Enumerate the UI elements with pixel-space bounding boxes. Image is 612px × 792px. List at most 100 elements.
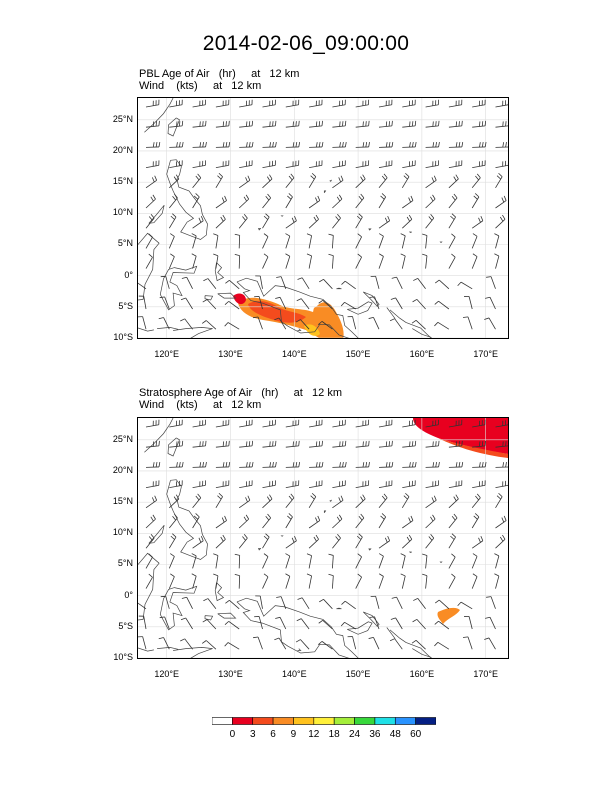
wind-barb bbox=[448, 253, 456, 269]
wind-barb bbox=[285, 480, 300, 488]
colorbar-label: 0 bbox=[229, 729, 236, 740]
wind-barb bbox=[276, 596, 287, 609]
wind-barb bbox=[332, 461, 347, 468]
wind-barb bbox=[169, 419, 183, 428]
wind-barb bbox=[448, 141, 464, 148]
wind-barb bbox=[434, 599, 450, 610]
lat-tick-label: 10°S bbox=[113, 332, 133, 342]
wind-barb bbox=[213, 233, 219, 249]
wind-barb bbox=[215, 160, 230, 168]
wind-barb bbox=[425, 99, 439, 108]
wind-barb bbox=[224, 301, 240, 310]
wind-barb bbox=[255, 275, 263, 289]
lon-tick-label: 140°E bbox=[281, 349, 307, 359]
wind-barb bbox=[402, 141, 417, 148]
wind-barb bbox=[471, 535, 484, 549]
wind-barb bbox=[306, 553, 312, 569]
wind-barb bbox=[402, 419, 416, 428]
wind-barb bbox=[378, 253, 384, 269]
colorbar-label: 24 bbox=[348, 729, 361, 740]
wind-barb bbox=[378, 535, 391, 549]
wind-barb bbox=[355, 174, 366, 189]
wind-barb bbox=[285, 513, 293, 529]
wind-barb bbox=[180, 297, 193, 310]
wind-barb bbox=[378, 419, 393, 428]
wind-barb bbox=[308, 492, 317, 509]
colorbar-label: 60 bbox=[410, 729, 422, 740]
wind-barb bbox=[486, 276, 496, 289]
wind-barb bbox=[425, 141, 440, 148]
wind-barb bbox=[285, 141, 301, 148]
wind-barb bbox=[192, 173, 202, 189]
wind-barb bbox=[215, 515, 227, 529]
wind-barb bbox=[203, 278, 217, 290]
wind-barb bbox=[471, 513, 480, 529]
wind-barb bbox=[238, 175, 251, 189]
wind-barb bbox=[355, 160, 370, 168]
lat-tick-label: 25°N bbox=[112, 433, 133, 444]
wind-barb bbox=[378, 480, 393, 488]
age-of-air-shading bbox=[437, 607, 460, 624]
wind-barb bbox=[262, 174, 273, 189]
wind-barb bbox=[262, 573, 269, 589]
wind-barb bbox=[309, 120, 323, 128]
wind-barb bbox=[215, 492, 223, 509]
wind-barb bbox=[355, 120, 370, 128]
wind-barb bbox=[145, 99, 160, 108]
wind-barb bbox=[448, 233, 456, 249]
wind-barb bbox=[275, 296, 287, 310]
figure-title: 2014-02-06_09:00:00 bbox=[202, 32, 410, 55]
wind-barb bbox=[402, 480, 416, 488]
colorbar-swatch bbox=[354, 717, 376, 725]
wind-barb bbox=[309, 419, 323, 428]
wind-barb bbox=[495, 534, 506, 549]
wind-barb bbox=[472, 141, 487, 148]
wind-barb bbox=[192, 215, 204, 229]
wind-barb bbox=[402, 534, 413, 549]
wind-barb bbox=[276, 276, 287, 289]
wind-barb bbox=[169, 174, 180, 189]
wind-barb bbox=[378, 573, 384, 589]
wind-barb bbox=[213, 253, 219, 269]
wind-barb bbox=[332, 194, 343, 209]
panel2-title-line1: Stratosphere Age of Air (hr) at 12 km bbox=[139, 387, 342, 399]
wind-barb bbox=[448, 160, 463, 168]
wind-barb bbox=[239, 99, 253, 108]
wind-barb bbox=[355, 213, 363, 229]
wind-barb bbox=[262, 213, 270, 229]
wind-barb bbox=[494, 233, 500, 249]
wind-barb bbox=[332, 141, 347, 148]
wind-barb bbox=[472, 461, 487, 468]
wind-barb bbox=[332, 495, 344, 509]
lon-tick-label: 160°E bbox=[409, 669, 435, 679]
wind-barb bbox=[192, 120, 207, 128]
wind-barb bbox=[378, 553, 384, 569]
wind-barb bbox=[202, 299, 217, 310]
age-of-air-shading bbox=[233, 293, 246, 305]
wind-barb bbox=[262, 233, 269, 249]
lon-tick-label: 120°E bbox=[154, 669, 180, 679]
wind-barb bbox=[285, 233, 291, 249]
wind-barb bbox=[192, 193, 200, 209]
wind-barb bbox=[308, 515, 321, 529]
wind-barb bbox=[215, 99, 230, 108]
wind-barb bbox=[180, 617, 193, 630]
wind-barb bbox=[309, 440, 323, 448]
wind-barb bbox=[370, 595, 380, 609]
wind-barb bbox=[368, 637, 380, 650]
wind-barb bbox=[285, 215, 297, 229]
wind-barb bbox=[145, 233, 153, 249]
wind-barb bbox=[215, 440, 230, 448]
wind-barb bbox=[296, 618, 310, 630]
wind-barb bbox=[168, 573, 175, 589]
map-canvas bbox=[138, 98, 508, 338]
wind-barb bbox=[308, 214, 319, 229]
wind-barb bbox=[215, 534, 226, 549]
wind-barb bbox=[495, 160, 508, 168]
wind-barb bbox=[145, 253, 153, 269]
wind-barb bbox=[306, 233, 312, 249]
wind-barb bbox=[138, 295, 147, 310]
wind-barbs bbox=[138, 419, 508, 650]
wind-barb bbox=[448, 193, 458, 209]
wind-barb bbox=[340, 301, 356, 310]
